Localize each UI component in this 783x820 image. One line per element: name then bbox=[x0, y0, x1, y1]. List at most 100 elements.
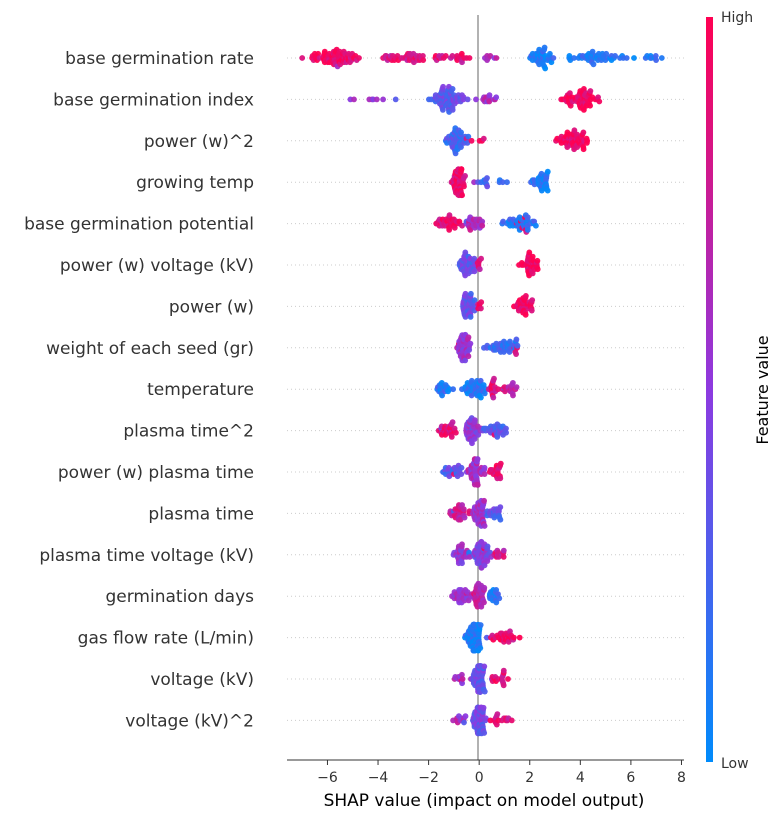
shap-point bbox=[481, 599, 487, 606]
shap-point bbox=[596, 98, 603, 105]
shap-point bbox=[459, 541, 465, 548]
feature-label: power (w) plasma time bbox=[58, 463, 254, 483]
shap-point bbox=[500, 554, 507, 560]
colorbar-gradient bbox=[706, 17, 713, 762]
shap-point bbox=[497, 475, 504, 482]
shap-point bbox=[503, 429, 509, 436]
shap-point bbox=[462, 249, 469, 256]
shap-point bbox=[490, 394, 497, 401]
shap-point bbox=[460, 506, 467, 513]
shap-point bbox=[481, 584, 488, 591]
shap-point bbox=[523, 293, 529, 299]
shap-point bbox=[471, 297, 478, 303]
shap-point bbox=[461, 514, 468, 521]
feature-label: base germination index bbox=[53, 90, 254, 110]
shap-point bbox=[505, 676, 511, 682]
colorbar-high-label: High bbox=[721, 10, 753, 26]
shap-point bbox=[497, 504, 504, 510]
shap-point bbox=[480, 704, 487, 711]
shap-point bbox=[478, 299, 485, 306]
shap-point bbox=[494, 711, 501, 717]
shap-point bbox=[465, 334, 472, 341]
shap-point bbox=[473, 96, 479, 103]
shap-point bbox=[477, 645, 484, 651]
shap-point bbox=[541, 44, 548, 51]
x-axis-ticks: −6 −4 −2 0 2 4 6 8 bbox=[317, 760, 686, 786]
shap-point bbox=[479, 222, 486, 229]
shap-point bbox=[464, 96, 471, 103]
shap-point bbox=[466, 347, 473, 353]
shap-point bbox=[500, 682, 507, 689]
shap-point bbox=[478, 305, 484, 312]
x-tick-label: −2 bbox=[418, 770, 439, 786]
shap-point bbox=[580, 146, 587, 153]
shap-point bbox=[453, 429, 459, 436]
shap-point bbox=[459, 192, 465, 199]
shap-point bbox=[464, 589, 471, 595]
colorbar-low-label: Low bbox=[721, 756, 749, 772]
shap-point bbox=[465, 133, 472, 140]
feature-label: plasma time voltage (kV) bbox=[39, 546, 254, 566]
shap-point bbox=[542, 65, 549, 72]
shap-point bbox=[458, 166, 465, 173]
shap-point bbox=[356, 55, 362, 61]
feature-label: germination days bbox=[105, 587, 254, 607]
shap-point bbox=[522, 311, 529, 318]
shap-point bbox=[471, 436, 478, 442]
shap-point bbox=[514, 342, 521, 349]
shap-point bbox=[612, 53, 618, 59]
shap-point bbox=[508, 717, 515, 724]
shap-point bbox=[299, 55, 306, 61]
shap-point bbox=[474, 456, 481, 462]
feature-label: base germination potential bbox=[24, 215, 254, 235]
shap-point bbox=[529, 297, 536, 303]
shap-point bbox=[458, 144, 464, 151]
shap-point bbox=[373, 96, 380, 103]
shap-point bbox=[481, 663, 488, 670]
shap-point bbox=[481, 730, 488, 736]
feature-label: power (w) voltage (kV) bbox=[60, 256, 254, 276]
shap-point bbox=[483, 634, 490, 641]
shap-point bbox=[481, 497, 487, 504]
x-axis: −6 −4 −2 0 2 4 6 8 SHAP value (impact on model … bbox=[287, 759, 686, 811]
shap-point bbox=[491, 375, 497, 382]
shap-point bbox=[392, 96, 399, 103]
shap-point bbox=[486, 92, 493, 99]
shap-point bbox=[481, 471, 488, 477]
shap-point bbox=[458, 471, 465, 477]
shap-point bbox=[458, 129, 464, 136]
shap-point bbox=[351, 96, 357, 103]
shap-point bbox=[479, 218, 486, 225]
shap-point bbox=[499, 179, 506, 186]
shap-point bbox=[481, 562, 488, 569]
shap-point bbox=[472, 417, 478, 423]
shap-point bbox=[494, 434, 501, 440]
x-tick-label: 4 bbox=[576, 770, 585, 786]
shap-point bbox=[477, 377, 484, 384]
shap-point bbox=[467, 340, 474, 347]
shap-point bbox=[478, 394, 484, 401]
shap-point bbox=[631, 55, 637, 61]
shap-point bbox=[481, 688, 488, 695]
shap-point bbox=[448, 434, 455, 440]
shap-point bbox=[446, 227, 453, 233]
feature-labels: base germination rate base germination in… bbox=[24, 49, 254, 731]
shap-point bbox=[497, 460, 504, 467]
shap-point bbox=[446, 212, 453, 219]
shap-point bbox=[503, 425, 509, 432]
shap-point bbox=[477, 622, 484, 628]
x-tick-label: 2 bbox=[525, 770, 534, 786]
shap-point bbox=[544, 187, 551, 194]
shap-point bbox=[587, 88, 594, 94]
shap-point bbox=[550, 55, 557, 61]
shap-point bbox=[449, 419, 456, 426]
shap-point bbox=[590, 61, 597, 68]
shap-point bbox=[584, 137, 591, 144]
shap-point bbox=[459, 676, 466, 682]
shap-point bbox=[380, 96, 386, 103]
shap-point bbox=[484, 543, 491, 550]
shap-point bbox=[497, 516, 504, 523]
feature-label: power (w)^2 bbox=[144, 132, 254, 152]
shap-point bbox=[571, 55, 577, 61]
